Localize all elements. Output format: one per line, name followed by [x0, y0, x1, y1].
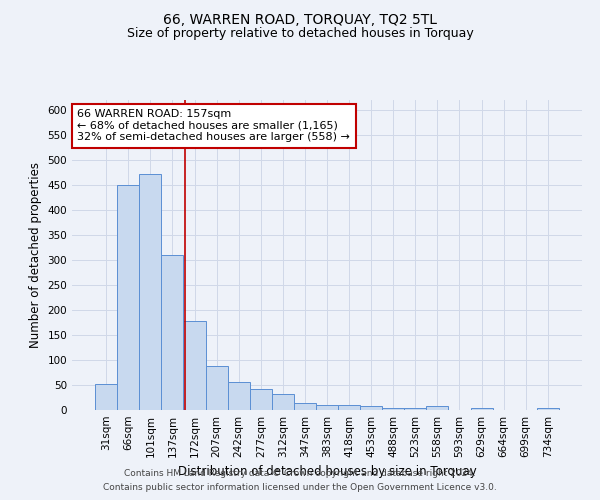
Bar: [184, 321, 206, 410]
Text: Contains HM Land Registry data © Crown copyright and database right 2024.: Contains HM Land Registry data © Crown c…: [124, 468, 476, 477]
Bar: [139, 174, 161, 410]
Text: 66 WARREN ROAD: 157sqm
← 68% of detached houses are smaller (1,165)
32% of semi-: 66 WARREN ROAD: 157sqm ← 68% of detached…: [77, 110, 350, 142]
Bar: [227, 382, 250, 410]
Bar: [161, 255, 184, 410]
Bar: [338, 405, 360, 410]
Bar: [470, 408, 493, 410]
Bar: [95, 384, 117, 410]
Bar: [404, 408, 427, 410]
Bar: [117, 185, 139, 410]
X-axis label: Distribution of detached houses by size in Torquay: Distribution of detached houses by size …: [178, 466, 476, 478]
Bar: [206, 366, 227, 410]
Bar: [294, 402, 316, 410]
Bar: [316, 405, 338, 410]
Bar: [382, 408, 404, 410]
Bar: [427, 406, 448, 410]
Bar: [272, 394, 294, 410]
Y-axis label: Number of detached properties: Number of detached properties: [29, 162, 42, 348]
Text: 66, WARREN ROAD, TORQUAY, TQ2 5TL: 66, WARREN ROAD, TORQUAY, TQ2 5TL: [163, 12, 437, 26]
Bar: [537, 408, 559, 410]
Bar: [250, 389, 272, 410]
Text: Size of property relative to detached houses in Torquay: Size of property relative to detached ho…: [127, 28, 473, 40]
Bar: [360, 406, 382, 410]
Text: Contains public sector information licensed under the Open Government Licence v3: Contains public sector information licen…: [103, 484, 497, 492]
